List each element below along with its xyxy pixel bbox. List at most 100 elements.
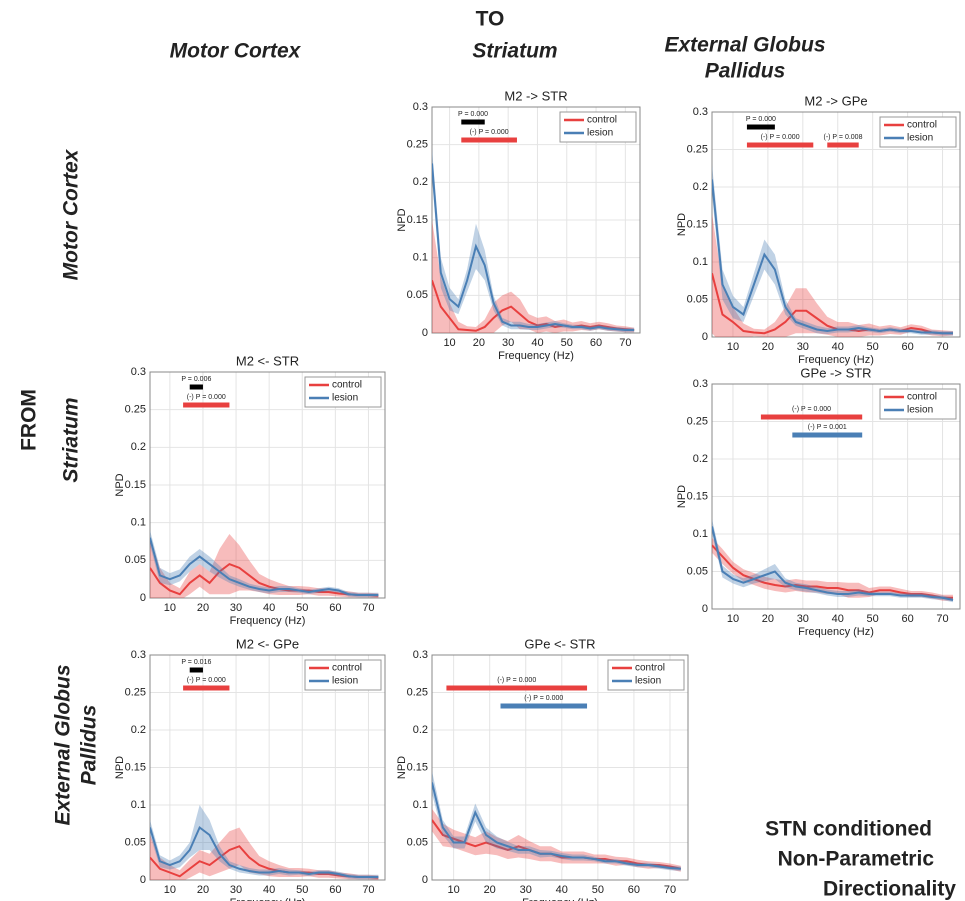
significance-bar	[183, 402, 230, 408]
x-tick-label: 40	[531, 337, 543, 349]
x-tick-label: 10	[164, 602, 176, 614]
legend-box	[879, 116, 957, 148]
x-axis-label: Frequency (Hz)	[230, 897, 306, 901]
legend-label: lesion	[907, 133, 933, 144]
x-tick-label: 40	[263, 884, 275, 896]
y-tick-label: 0.15	[125, 761, 146, 773]
legend-label: control	[332, 380, 362, 391]
chart-title: GPe -> STR	[800, 365, 871, 380]
y-tick-label: 0	[422, 874, 428, 886]
y-tick-label: 0.3	[413, 649, 428, 661]
y-tick-label: 0.2	[693, 181, 708, 193]
x-axis-label: Frequency (Hz)	[230, 615, 306, 627]
series-line	[432, 782, 681, 870]
row-header: Pallidus	[78, 705, 101, 786]
legend-label: lesion	[332, 393, 358, 404]
from-label: FROM	[18, 389, 41, 451]
significance-bar	[461, 119, 485, 125]
y-tick-label: 0.2	[413, 176, 428, 188]
x-tick-label: 50	[867, 613, 879, 625]
y-tick-label: 0.15	[687, 218, 708, 230]
x-tick-label: 10	[164, 884, 176, 896]
significance-label: (-) P = 0.000	[187, 394, 226, 401]
series-line	[150, 562, 379, 597]
legend-label: control	[332, 663, 362, 674]
axes-box	[431, 106, 641, 334]
significance-bar	[760, 414, 863, 420]
to-label: TO	[476, 8, 505, 31]
legend-label: control	[587, 115, 617, 126]
x-tick-label: 40	[832, 613, 844, 625]
y-axis-label: NPD	[396, 208, 408, 231]
x-tick-label: 60	[628, 884, 640, 896]
y-tick-label: 0.15	[687, 490, 708, 502]
x-tick-label: 60	[329, 884, 341, 896]
y-tick-label: 0.25	[407, 139, 428, 151]
x-tick-label: 60	[329, 602, 341, 614]
y-tick-label: 0	[140, 874, 146, 886]
y-tick-label: 0.25	[407, 686, 428, 698]
y-tick-label: 0.2	[693, 453, 708, 465]
x-tick-label: 20	[197, 884, 209, 896]
legend-label: control	[907, 392, 937, 403]
x-axis-label: Frequency (Hz)	[498, 350, 574, 362]
series-line	[432, 163, 635, 331]
significance-bar	[446, 685, 588, 691]
significance-bar	[827, 142, 859, 148]
x-tick-label: 60	[901, 341, 913, 353]
x-tick-label: 60	[590, 337, 602, 349]
y-tick-label: 0.25	[687, 415, 708, 427]
y-tick-label: 0.1	[693, 256, 708, 268]
column-header: Striatum	[472, 40, 557, 63]
error-band	[432, 771, 681, 871]
x-tick-label: 50	[592, 884, 604, 896]
x-tick-label: 60	[901, 613, 913, 625]
x-tick-label: 20	[197, 602, 209, 614]
legend-label: lesion	[635, 676, 661, 687]
legend-box	[607, 659, 685, 691]
axes-box	[431, 654, 689, 881]
series-line	[712, 179, 954, 335]
y-tick-label: 0.1	[131, 517, 146, 529]
x-tick-label: 40	[832, 341, 844, 353]
panel: 0 0.05 0.1 0.15 0.2 0.25 0.3 10 20 30 40 50 60 70 M2 -…	[676, 93, 961, 366]
x-tick-label: 20	[473, 337, 485, 349]
x-tick-label: 40	[263, 602, 275, 614]
significance-bar	[189, 384, 203, 390]
legend-label: lesion	[332, 676, 358, 687]
significance-label: (-) P = 0.000	[792, 406, 831, 413]
x-axis-label: Frequency (Hz)	[798, 354, 874, 366]
error-band	[150, 827, 379, 880]
axes-box	[711, 111, 961, 338]
significance-label: (-) P = 0.000	[187, 677, 226, 684]
y-tick-label: 0.3	[693, 106, 708, 118]
significance-bar	[746, 124, 775, 130]
x-tick-label: 30	[797, 341, 809, 353]
series-line	[150, 825, 379, 878]
x-axis-label: Frequency (Hz)	[522, 897, 598, 901]
y-tick-label: 0.1	[693, 528, 708, 540]
series-line	[712, 526, 954, 601]
panel: 0 0.05 0.1 0.15 0.2 0.25 0.3 10 20 30 40 50 60 70 M2 <…	[114, 636, 386, 901]
x-tick-label: 10	[443, 337, 455, 349]
panel: 0 0.05 0.1 0.15 0.2 0.25 0.3 10 20 30 40 50 60 70 GPe …	[396, 636, 689, 901]
y-tick-label: 0.3	[131, 649, 146, 661]
x-tick-label: 70	[936, 341, 948, 353]
caption: STN conditioned	[765, 818, 932, 841]
significance-label: P = 0.000	[458, 111, 488, 118]
significance-bar	[461, 137, 517, 143]
series-line	[712, 544, 954, 599]
legend-label: control	[907, 120, 937, 131]
y-tick-label: 0.05	[687, 293, 708, 305]
chart-title: GPe <- STR	[524, 636, 595, 651]
x-tick-label: 70	[619, 337, 631, 349]
series-line	[150, 845, 379, 879]
legend-label: lesion	[587, 128, 613, 139]
y-tick-label: 0.2	[131, 724, 146, 736]
significance-label: (-) P = 0.000	[497, 677, 536, 684]
significance-label: P = 0.000	[746, 116, 776, 123]
column-header: External Globus	[664, 34, 825, 57]
legend-box	[879, 388, 957, 420]
y-tick-label: 0.25	[125, 404, 146, 416]
